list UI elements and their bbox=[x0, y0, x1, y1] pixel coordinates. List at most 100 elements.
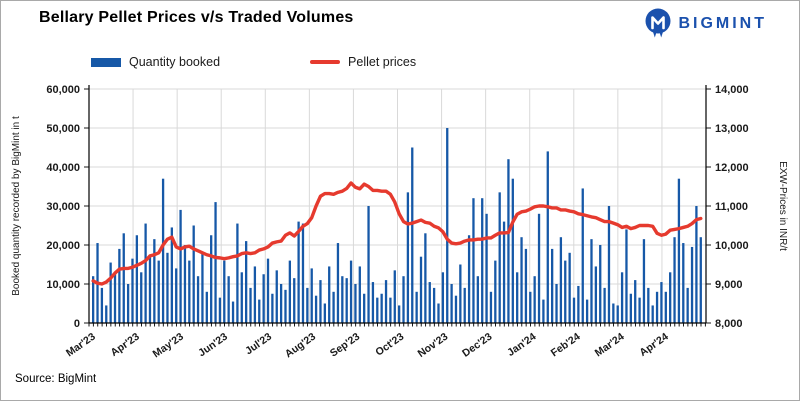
chart-title: Bellary Pellet Prices v/s Traded Volumes bbox=[39, 9, 354, 26]
bar bbox=[126, 284, 130, 323]
bar bbox=[533, 276, 536, 323]
bar bbox=[306, 287, 309, 323]
bar bbox=[599, 245, 602, 323]
bar bbox=[328, 266, 331, 323]
bar bbox=[122, 233, 125, 323]
brand-name: BIGMINT bbox=[678, 14, 767, 32]
x-axis-labels: Mar'23 Apr'23 May'23 Jun'23 Jul'23 Aug'23 Sep'… bbox=[64, 331, 671, 361]
bar bbox=[179, 209, 182, 323]
bar bbox=[279, 284, 283, 323]
axes bbox=[88, 85, 707, 324]
bar bbox=[113, 272, 117, 323]
bar bbox=[253, 266, 257, 323]
bar bbox=[437, 303, 440, 323]
bar bbox=[218, 297, 222, 323]
y-right-axis-title: EXW-Prices in INR/t bbox=[777, 161, 788, 251]
svg-text:Oct'23: Oct'23 bbox=[373, 331, 406, 359]
bar bbox=[140, 272, 143, 323]
bar bbox=[258, 299, 261, 323]
bar bbox=[607, 206, 611, 323]
svg-text:Feb'24: Feb'24 bbox=[549, 331, 583, 360]
bar bbox=[542, 299, 545, 323]
bar bbox=[467, 235, 471, 323]
bar bbox=[245, 241, 248, 323]
bar bbox=[603, 287, 606, 323]
bar bbox=[485, 213, 488, 323]
bar bbox=[476, 276, 479, 323]
bar bbox=[677, 178, 681, 323]
bar bbox=[376, 297, 379, 323]
bar bbox=[175, 268, 178, 323]
y-right-tick-labels: 8,000 9,000 10,000 11,000 12,000 13,000 14,000 bbox=[715, 84, 749, 330]
bar bbox=[524, 248, 528, 323]
bar bbox=[489, 291, 493, 323]
bar bbox=[516, 272, 519, 323]
svg-text:Jan'24: Jan'24 bbox=[505, 331, 538, 359]
bar bbox=[161, 178, 165, 323]
bar bbox=[249, 287, 252, 323]
bar bbox=[214, 202, 217, 323]
bar bbox=[446, 128, 449, 323]
bar bbox=[266, 258, 270, 323]
bar bbox=[459, 264, 462, 323]
bar bbox=[284, 289, 287, 323]
bar bbox=[144, 223, 147, 323]
bar bbox=[166, 252, 169, 323]
bar bbox=[210, 235, 213, 323]
legend-item-prices: Pellet prices bbox=[310, 55, 416, 69]
bar bbox=[664, 291, 667, 323]
bar bbox=[398, 305, 401, 323]
bar bbox=[153, 239, 156, 323]
bar bbox=[634, 280, 637, 323]
bar bbox=[494, 260, 497, 323]
bar bbox=[502, 221, 506, 323]
svg-text:Jun'23: Jun'23 bbox=[196, 331, 230, 360]
svg-text:Mar'23: Mar'23 bbox=[64, 331, 98, 360]
quantity-bar-swatch-icon bbox=[91, 57, 121, 67]
bar bbox=[454, 295, 458, 323]
bar bbox=[349, 260, 353, 323]
bar bbox=[157, 260, 160, 323]
bar bbox=[647, 287, 650, 323]
bar bbox=[428, 282, 431, 323]
bar bbox=[205, 291, 208, 323]
svg-text:12,000: 12,000 bbox=[715, 162, 749, 174]
bar bbox=[690, 246, 694, 323]
svg-text:0: 0 bbox=[74, 318, 80, 330]
y-left-tick-labels: 0 10,000 20,000 30,000 40,000 50,000 60,000 bbox=[46, 84, 80, 330]
bar bbox=[669, 272, 672, 323]
bar bbox=[170, 227, 173, 323]
svg-text:Apr'24: Apr'24 bbox=[637, 331, 670, 359]
bar bbox=[192, 225, 195, 323]
bar bbox=[389, 297, 392, 323]
bar bbox=[498, 192, 501, 323]
bar bbox=[594, 266, 598, 323]
bar bbox=[393, 270, 396, 323]
bar bbox=[227, 276, 230, 323]
bar bbox=[223, 260, 226, 323]
svg-text:Jul'23: Jul'23 bbox=[243, 331, 274, 358]
bar bbox=[293, 278, 296, 323]
bar bbox=[682, 243, 685, 323]
bar bbox=[616, 305, 619, 323]
source-note: Source: BigMint bbox=[15, 373, 97, 385]
bar bbox=[612, 303, 615, 323]
bar bbox=[651, 305, 654, 323]
bar bbox=[240, 272, 243, 323]
bar bbox=[183, 245, 187, 323]
bar bbox=[231, 301, 235, 323]
bar bbox=[92, 276, 95, 323]
bar bbox=[419, 256, 423, 323]
bar bbox=[511, 178, 514, 323]
legend-item-quantity: Quantity booked bbox=[91, 55, 220, 69]
bar bbox=[100, 287, 104, 323]
bar bbox=[620, 272, 624, 323]
svg-text:Mar'24: Mar'24 bbox=[593, 331, 627, 360]
bar bbox=[380, 293, 383, 323]
bar bbox=[415, 291, 418, 323]
bar bbox=[660, 282, 663, 323]
svg-text:Sep'23: Sep'23 bbox=[328, 331, 362, 360]
svg-text:9,000: 9,000 bbox=[715, 279, 743, 291]
bar bbox=[310, 268, 313, 323]
svg-text:20,000: 20,000 bbox=[46, 240, 80, 252]
